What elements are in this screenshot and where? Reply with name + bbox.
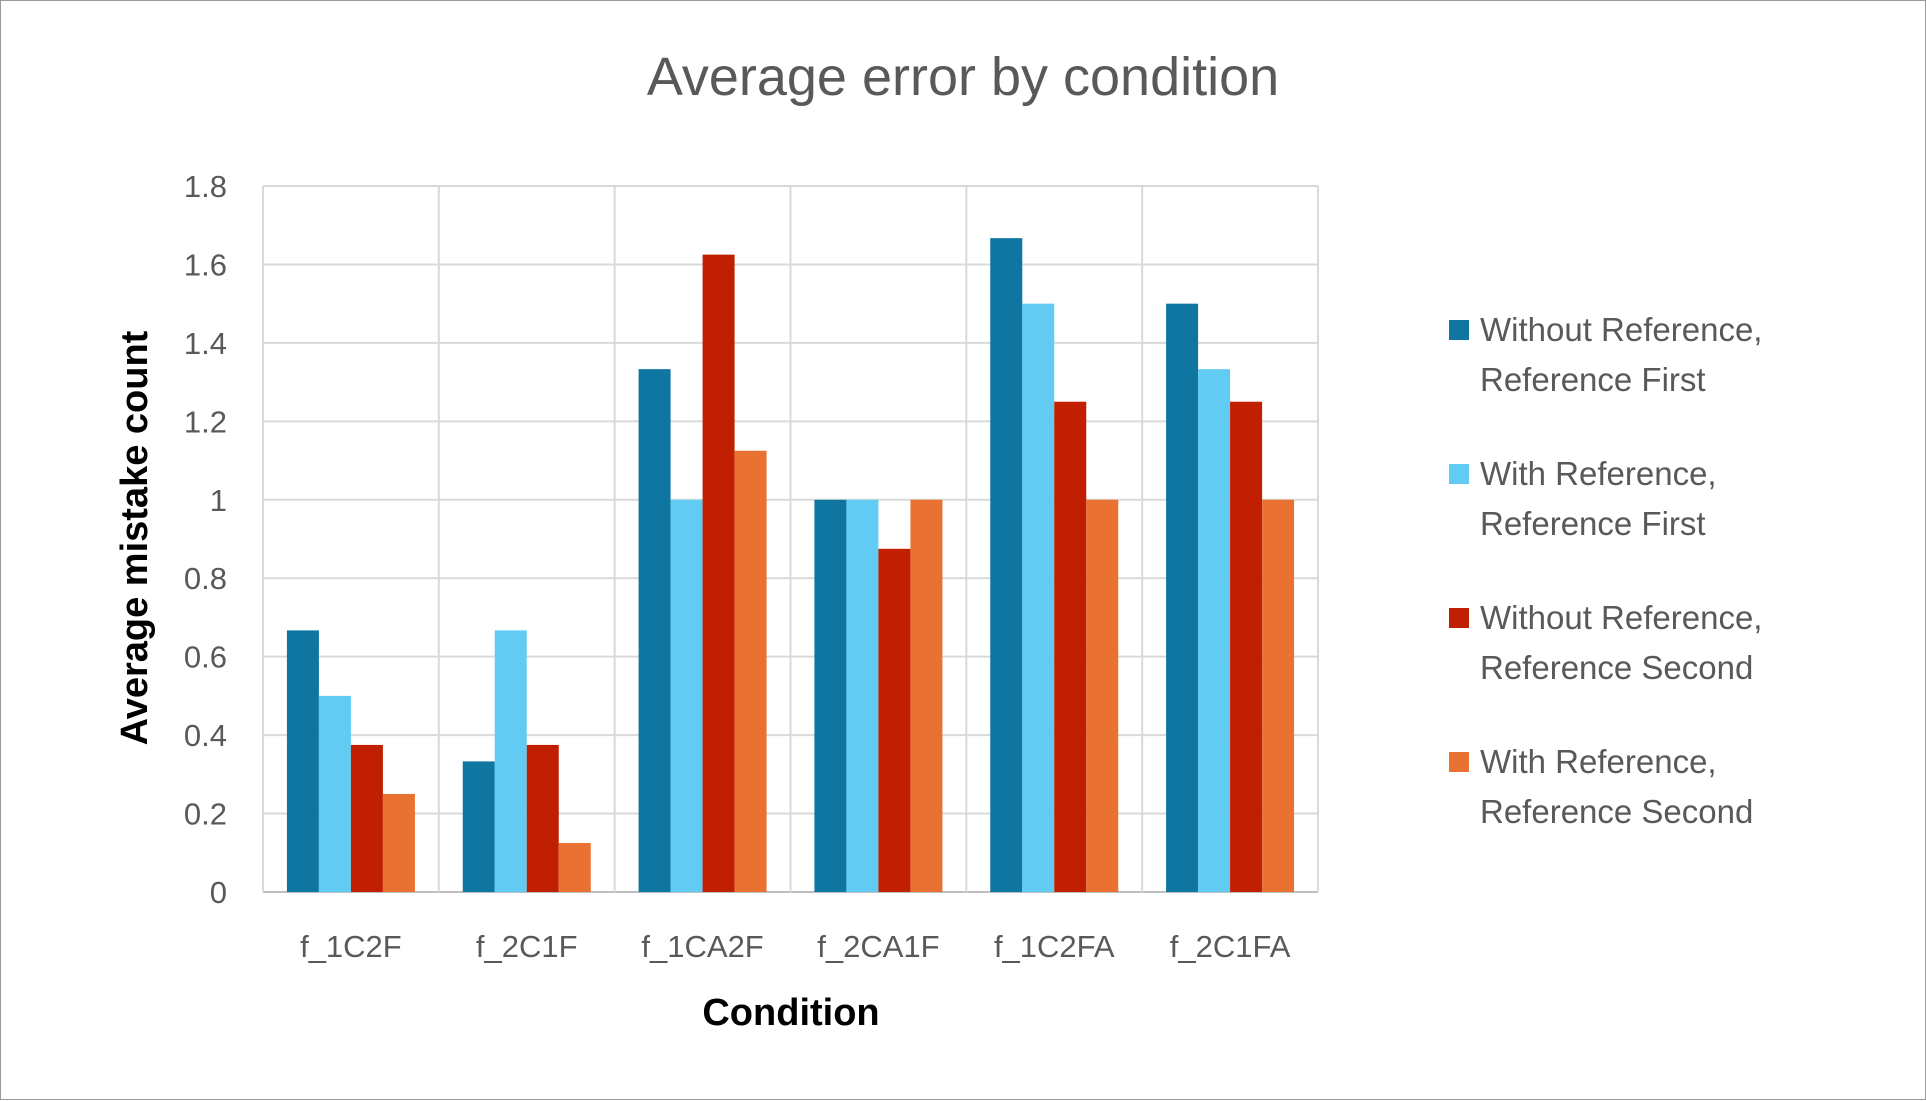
legend-label: Reference Second: [1480, 793, 1753, 830]
legend: Without Reference, Reference First With Re…: [1449, 311, 1762, 830]
bar: [878, 548, 911, 892]
bar: [558, 842, 591, 892]
y-tick-label: 1.6: [184, 247, 227, 282]
bar: [350, 744, 383, 892]
legend-swatch: [1449, 752, 1469, 772]
y-tick-label: 0.2: [184, 797, 227, 832]
x-tick-label: f_1C2FA: [994, 929, 1115, 964]
bar: [734, 450, 767, 892]
x-tick-label: f_1CA2F: [641, 929, 763, 964]
bar: [990, 238, 1023, 893]
bar: [526, 744, 559, 892]
y-axis-ticks: 0 0.2 0.4 0.6 0.8 1 1.2 1.4 1.6 1.8: [184, 169, 227, 910]
bar: [846, 499, 879, 892]
bar: [910, 499, 943, 892]
bar: [1086, 499, 1119, 892]
legend-label: With Reference,: [1480, 455, 1717, 492]
y-tick-label: 1.8: [184, 169, 227, 204]
bar: [670, 499, 703, 892]
bar: [702, 254, 735, 892]
bar: [494, 630, 527, 892]
bar: [1022, 303, 1055, 893]
bar: [1230, 401, 1263, 892]
legend-label: With Reference,: [1480, 743, 1717, 780]
bar: [814, 499, 847, 892]
y-tick-label: 1.2: [184, 404, 227, 439]
legend-label: Reference First: [1480, 505, 1706, 542]
legend-label: Reference Second: [1480, 649, 1753, 686]
y-axis-label: Average mistake count: [114, 330, 156, 745]
x-axis-label: Condition: [702, 992, 879, 1034]
bar: [638, 369, 671, 892]
y-tick-label: 0.6: [184, 640, 227, 675]
y-tick-label: 0.8: [184, 561, 227, 596]
y-tick-label: 1: [210, 483, 227, 518]
y-tick-label: 0: [210, 875, 227, 910]
x-tick-label: f_1C2F: [300, 929, 402, 964]
bar: [382, 793, 415, 892]
y-tick-label: 0.4: [184, 718, 227, 753]
x-tick-label: f_2C1F: [476, 929, 578, 964]
bar: [1054, 401, 1087, 892]
legend-label: Without Reference,: [1480, 311, 1762, 348]
bar: [1166, 303, 1199, 893]
bar: [462, 761, 495, 892]
x-tick-label: f_2C1FA: [1170, 929, 1291, 964]
gridlines: [262, 185, 1319, 893]
legend-swatch: [1449, 320, 1469, 340]
bar: [318, 695, 351, 892]
bar: [1198, 369, 1231, 892]
legend-swatch: [1449, 464, 1469, 484]
chart-title: Average error by condition: [647, 47, 1279, 107]
legend-label: Without Reference,: [1480, 599, 1762, 636]
bar: [286, 630, 319, 892]
legend-label: Reference First: [1480, 361, 1706, 398]
x-tick-label: f_2CA1F: [817, 929, 939, 964]
x-axis-ticks: f_1C2F f_2C1F f_1CA2F f_2CA1F f_1C2FA f_2C1FA: [300, 929, 1291, 964]
bars: [286, 238, 1295, 893]
bar: [1262, 499, 1295, 892]
y-tick-label: 1.4: [184, 326, 227, 361]
legend-swatch: [1449, 608, 1469, 628]
